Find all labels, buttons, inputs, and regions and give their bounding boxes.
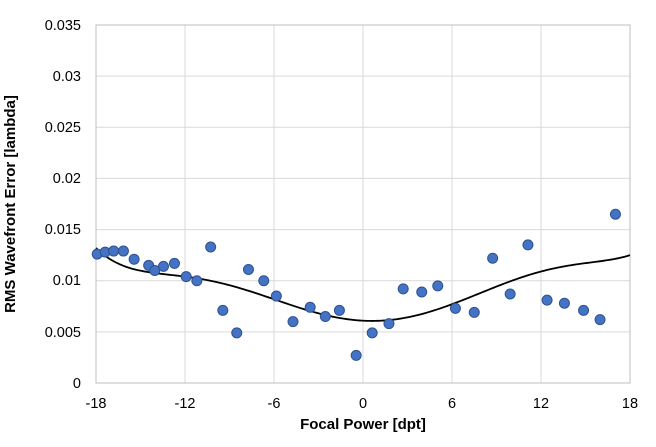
svg-text:-18: -18 <box>86 396 107 412</box>
svg-text:Focal Power [dpt]: Focal Power [dpt] <box>300 416 426 433</box>
svg-text:0.015: 0.015 <box>45 222 81 238</box>
svg-text:-6: -6 <box>268 396 281 412</box>
svg-text:0.025: 0.025 <box>45 120 81 136</box>
svg-text:0.035: 0.035 <box>45 18 81 34</box>
svg-text:0.01: 0.01 <box>53 273 81 289</box>
svg-text:18: 18 <box>622 396 638 412</box>
svg-text:-12: -12 <box>175 396 196 412</box>
svg-text:0.005: 0.005 <box>45 325 81 341</box>
svg-text:12: 12 <box>533 396 549 412</box>
svg-text:0: 0 <box>73 376 81 392</box>
svg-text:0.03: 0.03 <box>53 69 81 85</box>
svg-text:RMS Wavefront Error [lambda]: RMS Wavefront Error [lambda] <box>2 95 19 313</box>
svg-text:6: 6 <box>448 396 456 412</box>
svg-text:0: 0 <box>359 396 367 412</box>
svg-text:0.02: 0.02 <box>53 171 81 187</box>
